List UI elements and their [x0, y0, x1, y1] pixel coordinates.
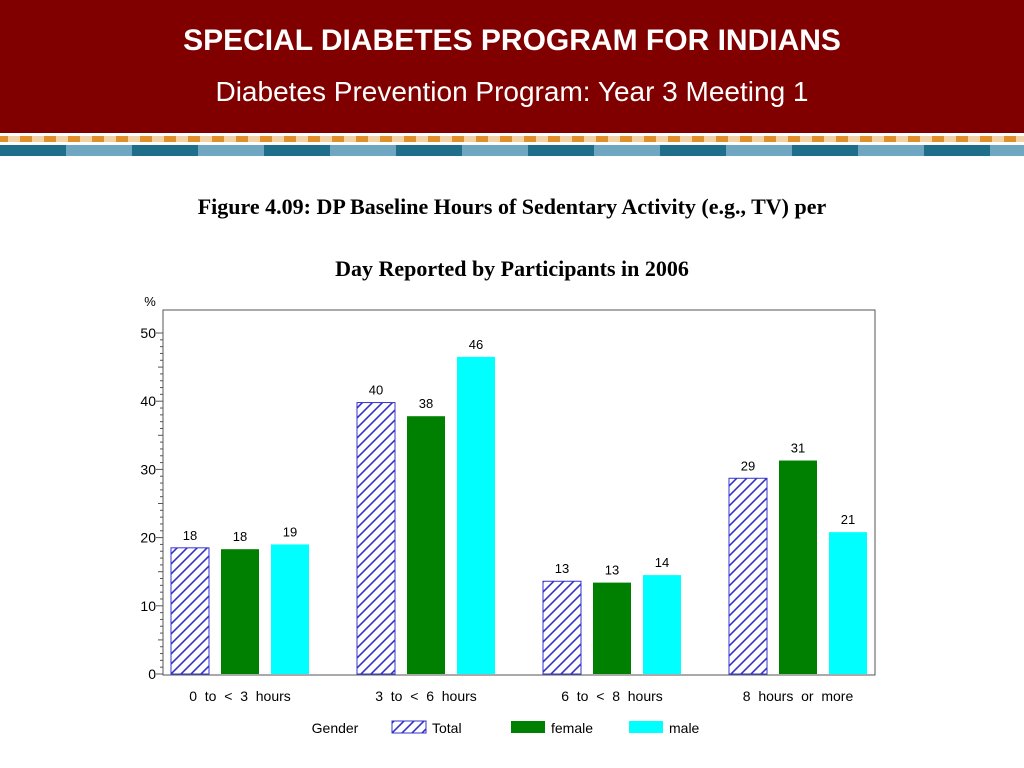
- figure-title-line-2: Day Reported by Participants in 2006: [335, 256, 689, 281]
- bar-total: [356, 402, 396, 675]
- bar-total: [542, 580, 582, 675]
- bar-female: [407, 416, 445, 674]
- y-tick-label: 30: [140, 461, 156, 477]
- bar-female: [779, 460, 817, 674]
- legend-swatch-female: [511, 721, 545, 733]
- legend-label: Total: [432, 720, 462, 736]
- legend: Gender Total female male: [312, 720, 700, 736]
- bar-value-label: 40: [369, 383, 383, 398]
- y-tick-label: 10: [140, 598, 156, 614]
- bar-value-label: 13: [555, 561, 569, 576]
- y-tick-label: 50: [140, 325, 156, 341]
- bar-male: [271, 544, 309, 674]
- bar-value-label: 29: [741, 458, 755, 473]
- category-labels: 0 to < 3 hours 3 to < 6 hours 6 to < 8 hou…: [189, 688, 853, 704]
- bar-female: [593, 582, 631, 674]
- legend-label: male: [669, 720, 700, 736]
- bar-value-label: 19: [283, 524, 297, 539]
- y-tick-label: 40: [140, 393, 156, 409]
- decorative-stripe: [0, 133, 1024, 159]
- bar-value-label: 21: [841, 512, 855, 527]
- bar-value-label: 31: [791, 441, 805, 456]
- bar-value-label: 38: [419, 396, 433, 411]
- bar-male: [829, 532, 867, 674]
- header-title: SPECIAL DIABETES PROGRAM FOR INDIANS: [183, 24, 841, 57]
- category-label: 8 hours or more: [743, 688, 854, 704]
- bar-total: [728, 477, 768, 675]
- legend-label: female: [551, 720, 593, 736]
- category-label: 3 to < 6 hours: [375, 688, 477, 704]
- header-subtitle: Diabetes Prevention Program: Year 3 Meet…: [215, 76, 809, 107]
- bar-male: [457, 356, 495, 674]
- bar-value-label: 18: [183, 528, 197, 543]
- bar-value-label: 14: [655, 555, 669, 570]
- slide-header: SPECIAL DIABETES PROGRAM FOR INDIANS Dia…: [0, 0, 1024, 133]
- bar-male: [643, 575, 681, 674]
- bar-chart: % 0 10 20 30 40 50 18 40 13 29 18 38 13 31 19 46 14 21 0 …: [140, 294, 876, 736]
- y-tick-label: 0: [148, 666, 156, 682]
- bar-value-label: 13: [605, 563, 619, 578]
- bars-group: 18 40 13 29 18 38 13 31 19 46 14 21: [170, 337, 867, 675]
- legend-swatch-total: [391, 720, 427, 734]
- bar-value-label: 18: [233, 529, 247, 544]
- y-axis: % 0 10 20 30 40 50: [140, 294, 163, 682]
- y-axis-label: %: [144, 294, 156, 309]
- bar-value-label: 46: [469, 337, 483, 352]
- y-tick-label: 20: [140, 530, 156, 546]
- bar-female: [221, 549, 259, 674]
- figure-title-line-1: Figure 4.09: DP Baseline Hours of Sedent…: [197, 194, 827, 219]
- plot-frame: [162, 309, 876, 676]
- legend-title: Gender: [312, 720, 359, 736]
- bar-total: [170, 547, 210, 675]
- legend-swatch-male: [629, 721, 663, 733]
- category-label: 6 to < 8 hours: [561, 688, 663, 704]
- category-label: 0 to < 3 hours: [189, 688, 291, 704]
